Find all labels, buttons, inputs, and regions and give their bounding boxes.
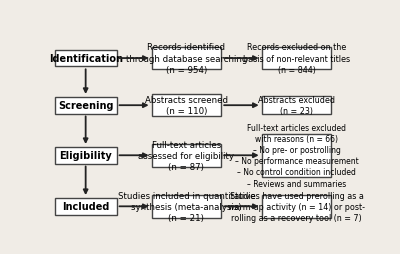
Text: Included: Included — [62, 201, 109, 212]
Text: Records identified
through database searching
(n = 954): Records identified through database sear… — [126, 43, 247, 74]
FancyBboxPatch shape — [55, 198, 117, 215]
FancyBboxPatch shape — [152, 195, 221, 218]
FancyBboxPatch shape — [55, 147, 117, 164]
Text: Studies included in quantitative
synthesis (meta-analysis)
(n = 21): Studies included in quantitative synthes… — [118, 191, 255, 222]
Text: Identification: Identification — [49, 54, 123, 64]
Text: Abstracts excluded
(n = 23): Abstracts excluded (n = 23) — [258, 96, 335, 116]
Text: Screening: Screening — [58, 101, 114, 111]
Text: Full-text articles
assessed for eligibility
(n = 87): Full-text articles assessed for eligibil… — [138, 140, 234, 171]
FancyBboxPatch shape — [152, 47, 221, 70]
FancyBboxPatch shape — [152, 94, 221, 117]
Text: Records excluded on the
basis of non-relevant titles
(n = 844): Records excluded on the basis of non-rel… — [243, 43, 350, 74]
FancyBboxPatch shape — [262, 97, 331, 115]
FancyBboxPatch shape — [262, 47, 331, 70]
FancyBboxPatch shape — [55, 98, 117, 114]
Text: Eligibility: Eligibility — [59, 151, 112, 161]
FancyBboxPatch shape — [55, 51, 117, 67]
Text: Abstracts screened
(n = 110): Abstracts screened (n = 110) — [145, 96, 228, 116]
FancyBboxPatch shape — [152, 145, 221, 167]
FancyBboxPatch shape — [262, 134, 331, 177]
FancyBboxPatch shape — [262, 195, 331, 218]
Text: Studies have used prerolling as a
warm-up activity (n = 14) or post-
rolling as : Studies have used prerolling as a warm-u… — [228, 191, 365, 222]
Text: Full-text articles excluded
with reasons (n = 66)
– No pre- or postrolling
– No : Full-text articles excluded with reasons… — [234, 123, 358, 188]
